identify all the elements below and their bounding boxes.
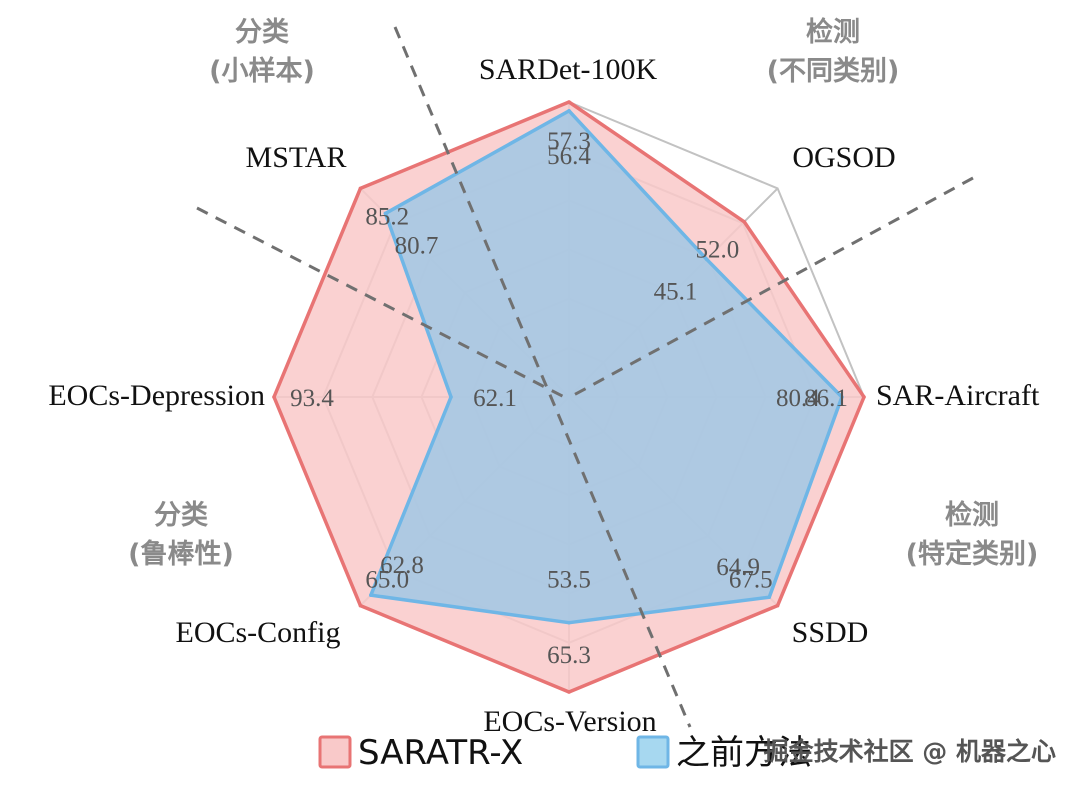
saratr-x-value-ssdd: 67.5 [729, 567, 773, 594]
legend: SARATR-X 之前方法 [318, 733, 812, 773]
legend-label-saratr-x: SARATR-X [358, 733, 523, 773]
previous-method-value-eocs-version: 53.5 [547, 567, 591, 594]
legend-swatch-previous-method [636, 735, 670, 769]
saratr-x-value-sar-aircraft: 86.1 [804, 385, 848, 412]
previous-method-series [369, 109, 844, 625]
group-divider-1 [393, 26, 692, 728]
group-label-diverse-title: 检测 [806, 16, 860, 48]
saratr-x-point-eocs-version [567, 690, 571, 694]
group-label-specific-subtitle: (特定类别) [906, 538, 1039, 570]
group-label-diverse-subtitle: (不同类别) [767, 56, 900, 87]
group-dividers [196, 26, 974, 728]
previous-method-value-ssdd: 64.9 [716, 554, 760, 581]
previous-method-value-eocs-depression: 62.1 [473, 385, 517, 412]
axis-label-eocs-config: EOCs-Config [176, 616, 341, 649]
saratr-x-value-mstar: 85.2 [365, 203, 409, 230]
previous-method-point-sar-aircraft [840, 395, 844, 399]
group-label-robust-title: 分类 [154, 500, 208, 531]
group-label-robust-subtitle: (鲁棒性) [128, 539, 234, 570]
previous-method-value-sardet-100k: 56.4 [547, 143, 591, 170]
axis-label-ssdd: SSDD [792, 616, 869, 649]
saratr-x-point-mstar [358, 186, 363, 191]
previous-method-point-ssdd [767, 595, 772, 600]
group-labels: 分类 (小样本) 检测 (不同类别) 检测 (特定类别) 分类 (鲁棒性) [128, 16, 1038, 570]
axis-label-mstar: MSTAR [246, 141, 347, 174]
saratr-x-value-eocs-version: 65.3 [547, 642, 591, 669]
saratr-x-value-sardet-100k: 57.3 [547, 128, 591, 155]
legend-label-previous-method: 之前方法 [676, 733, 812, 773]
legend-swatch-saratr-x [318, 735, 352, 769]
previous-method-value-sar-aircraft: 80.4 [776, 385, 820, 412]
saratr-x-point-ssdd [775, 603, 780, 608]
previous-method-point-mstar [383, 211, 388, 216]
watermark-text: 掘金技术社区 @ 机器之心 [764, 737, 1056, 766]
saratr-x-point-sar-aircraft [862, 395, 866, 399]
legend-item-saratr-x: SARATR-X [318, 733, 523, 773]
group-divider-2 [571, 176, 974, 398]
axis-label-sardet-100k: SARDet-100K [479, 53, 658, 86]
axis-label-eocs-depression: EOCs-Depression [48, 379, 265, 412]
group-label-fewshot-subtitle: (小样本) [209, 55, 315, 87]
saratr-x-point-eocs-depression [272, 395, 276, 399]
axis-label-sar-aircraft: SAR-Aircraft [876, 379, 1040, 412]
value-labels: 57.3 52.0 86.1 67.5 65.3 65.0 93.4 85.2 56.4 45.1… [290, 128, 848, 669]
axis-label-eocs-version: EOCs-Version [483, 705, 656, 738]
saratr-x-point-ogsod [742, 219, 747, 224]
group-label-specific-title: 检测 [945, 499, 999, 531]
legend-item-previous-method: 之前方法 [636, 733, 812, 773]
saratr-x-value-ogsod: 52.0 [695, 237, 739, 264]
saratr-x-value-eocs-config: 65.0 [365, 567, 409, 594]
previous-method-point-eocs-config [369, 593, 373, 597]
previous-method-point-sardet-100k [567, 109, 571, 113]
previous-method-polygon [369, 109, 844, 625]
group-divider-3 [196, 206, 571, 402]
group-label-fewshot-title: 分类 [235, 17, 289, 48]
previous-method-value-ogsod: 45.1 [654, 278, 698, 305]
axis-label-ogsod: OGSOD [792, 141, 895, 174]
saratr-x-point-sardet-100k [567, 100, 571, 104]
previous-method-value-mstar: 80.7 [395, 233, 439, 260]
saratr-x-point-eocs-config [358, 603, 363, 608]
saratr-x-value-eocs-depression: 93.4 [290, 385, 334, 412]
previous-method-point-eocs-version [567, 620, 571, 625]
previous-method-value-eocs-config: 62.8 [380, 552, 424, 579]
axis-labels: SARDet-100K OGSOD SAR-Aircraft SSDD EOCs-Ver… [48, 53, 1040, 738]
previous-method-point-ogsod [704, 257, 709, 262]
previous-method-point-eocs-depression [449, 395, 453, 399]
